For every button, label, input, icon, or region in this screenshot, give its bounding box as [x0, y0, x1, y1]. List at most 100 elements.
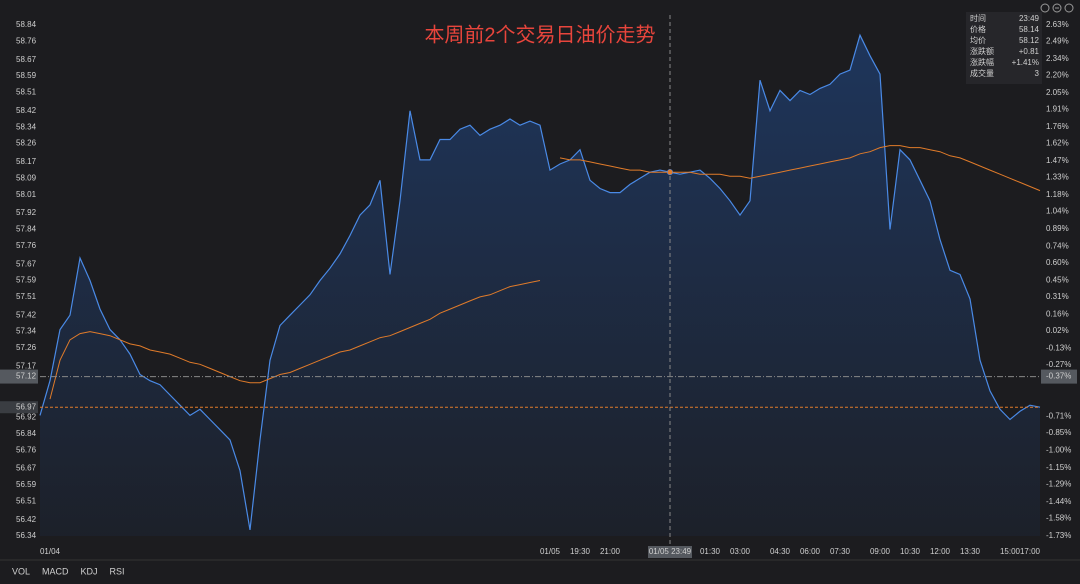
y-tick-label: 57.51 — [16, 292, 37, 301]
y2-tick-label: 0.89% — [1046, 224, 1069, 233]
crosshair-x-box — [648, 546, 692, 558]
y2-tick-label: 2.49% — [1046, 37, 1069, 46]
average-line — [49, 145, 1041, 400]
info-value: +0.81 — [1019, 47, 1040, 56]
indicator-tab[interactable]: RSI — [110, 566, 125, 576]
x-tick-label: 01/05 — [540, 547, 561, 556]
x-tick-label: 03:00 — [730, 547, 751, 556]
y2-tick-label: -0.27% — [1046, 360, 1071, 369]
crosshair-change-label: -0.37% — [1046, 372, 1071, 381]
y2-tick-label: 0.02% — [1046, 326, 1069, 335]
y-tick-label: 56.92 — [16, 413, 37, 422]
info-value: 58.12 — [1019, 36, 1040, 45]
y-tick-label: 57.34 — [16, 327, 37, 336]
y-tick-label: 57.84 — [16, 225, 37, 234]
y-tick-label: 58.34 — [16, 122, 37, 131]
y2-tick-label: -1.73% — [1046, 531, 1071, 540]
y-tick-label: 57.67 — [16, 259, 37, 268]
window-icons — [1040, 3, 1074, 13]
crosshair-x-label: 01/05 23:49 — [649, 547, 692, 556]
crosshair-price-box — [0, 369, 38, 384]
y2-tick-label: 2.20% — [1046, 71, 1069, 80]
y-tick-label: 57.92 — [16, 208, 37, 217]
y-tick-label: 57.17 — [16, 361, 37, 370]
x-tick-label: 19:30 — [570, 547, 591, 556]
y2-tick-label: 0.74% — [1046, 242, 1069, 251]
close-icon[interactable] — [1064, 3, 1074, 13]
y-tick-label: 57.59 — [16, 276, 37, 285]
indicator-tab[interactable]: VOL — [12, 566, 30, 576]
y2-tick-label: 2.34% — [1046, 54, 1069, 63]
y2-tick-label: -1.15% — [1046, 463, 1071, 472]
y-tick-label: 56.67 — [16, 464, 37, 473]
y2-tick-label: 0.31% — [1046, 292, 1069, 301]
info-value: 58.14 — [1019, 25, 1040, 34]
price-area — [40, 35, 1040, 536]
info-panel — [966, 12, 1042, 84]
y2-tick-label: 1.33% — [1046, 172, 1069, 181]
x-tick-label: 12:00 — [930, 547, 951, 556]
info-label: 均价 — [970, 35, 986, 45]
y2-tick-label: -1.00% — [1046, 446, 1071, 455]
info-label: 价格 — [970, 24, 986, 34]
x-tick-label: 04:30 — [770, 547, 791, 556]
y-tick-label: 58.59 — [16, 71, 37, 80]
y-tick-label: 56.51 — [16, 496, 37, 505]
y2-tick-label: -1.29% — [1046, 480, 1071, 489]
y-tick-label: 58.01 — [16, 190, 37, 199]
y-tick-label: 58.42 — [16, 106, 37, 115]
info-value: 3 — [1035, 69, 1040, 78]
reference-price-box — [0, 401, 38, 414]
y-tick-label: 57.26 — [16, 343, 37, 352]
y2-tick-label: 2.05% — [1046, 88, 1069, 97]
info-label: 涨跌额 — [970, 46, 994, 56]
y-tick-label: 57.76 — [16, 241, 37, 250]
x-tick-label: 09:00 — [870, 547, 891, 556]
x-tick-label: 01/04 — [40, 547, 61, 556]
crosshair-dot — [667, 169, 673, 175]
y-tick-label: 58.76 — [16, 36, 37, 45]
y2-tick-label: 1.62% — [1046, 138, 1069, 147]
indicator-tab[interactable]: KDJ — [81, 566, 98, 576]
x-tick-label: 06:00 — [800, 547, 821, 556]
crosshair-change-box — [1041, 369, 1077, 384]
reference-price-label: 56.97 — [16, 402, 37, 411]
y2-tick-label: -1.58% — [1046, 514, 1071, 523]
info-value: +1.41% — [1012, 58, 1039, 67]
y2-tick-label: 1.76% — [1046, 122, 1069, 131]
info-value: 23:49 — [1019, 14, 1040, 23]
y-tick-label: 58.67 — [16, 55, 37, 64]
crosshair-price-label: 57.12 — [16, 372, 37, 381]
y2-tick-label: 1.47% — [1046, 156, 1069, 165]
x-tick-label: 01:30 — [700, 547, 721, 556]
y-tick-label: 56.84 — [16, 429, 37, 438]
y-tick-label: 58.84 — [16, 20, 37, 29]
minimize-icon[interactable] — [1052, 3, 1062, 13]
x-tick-label: 07:30 — [830, 547, 851, 556]
y2-tick-label: -0.13% — [1046, 344, 1071, 353]
indicator-tab[interactable]: MACD — [42, 566, 69, 576]
y2-tick-label: 2.63% — [1046, 20, 1069, 29]
x-tick-label: 15:00 — [1000, 547, 1021, 556]
x-tick-label: 17:00 — [1020, 547, 1041, 556]
y-tick-label: 58.51 — [16, 88, 37, 97]
y-tick-label: 58.17 — [16, 157, 37, 166]
info-label: 涨跌幅 — [970, 57, 994, 67]
y2-tick-label: 0.16% — [1046, 310, 1069, 319]
y2-tick-label: 1.91% — [1046, 104, 1069, 113]
y2-tick-label: 0.45% — [1046, 276, 1069, 285]
y2-tick-label: 1.18% — [1046, 190, 1069, 199]
y-tick-label: 58.09 — [16, 173, 37, 182]
chart-title: 本周前2个交易日油价走势 — [424, 23, 655, 46]
y-tick-label: 58.26 — [16, 139, 37, 148]
y-tick-label: 56.59 — [16, 480, 37, 489]
y-tick-label: 56.34 — [16, 531, 37, 540]
x-tick-label: 13:30 — [960, 547, 981, 556]
x-tick-label: 21:00 — [600, 547, 621, 556]
info-label: 时间 — [970, 13, 986, 23]
info-label: 成交量 — [970, 68, 994, 78]
x-tick-label: 10:30 — [900, 547, 921, 556]
price-line — [39, 33, 1041, 530]
undo-icon[interactable] — [1040, 3, 1050, 13]
